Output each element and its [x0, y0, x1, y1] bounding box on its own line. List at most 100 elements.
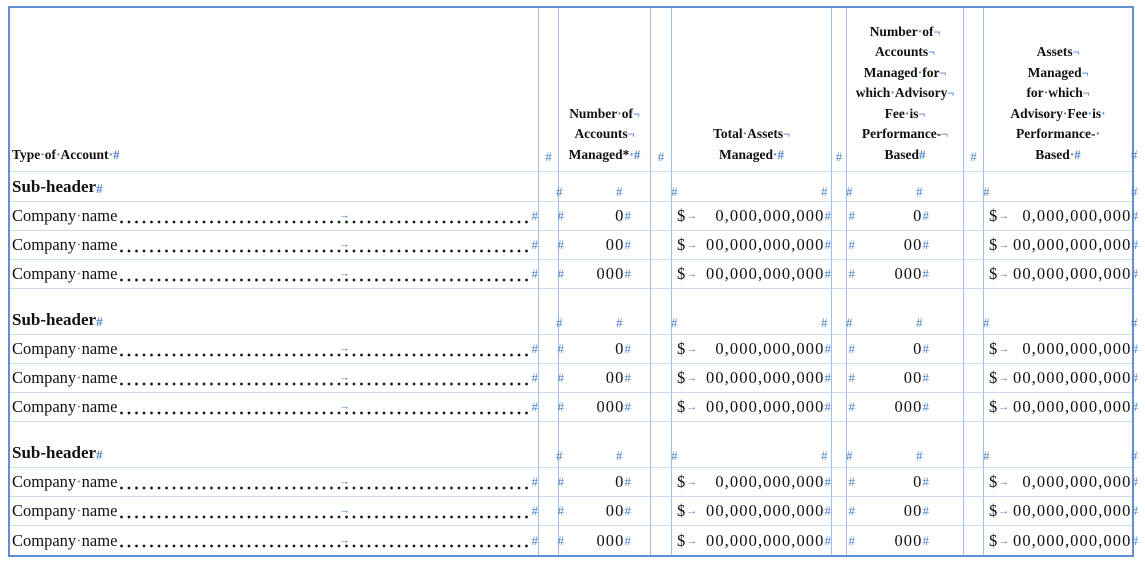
- company-name-cell[interactable]: Company·name # →: [10, 231, 539, 260]
- cell-marker: #: [824, 266, 832, 281]
- accounts-managed-cell[interactable]: 0 #: [559, 335, 651, 364]
- total-assets-cell[interactable]: $ → 00,000,000,000 #: [672, 393, 832, 422]
- perf-accounts-value: 00: [903, 235, 923, 254]
- accounts-managed-cell[interactable]: 0 #: [559, 202, 651, 231]
- total-assets-cell[interactable]: $ → 0,000,000,000 #: [672, 335, 832, 364]
- cell-marker: #: [1131, 208, 1139, 223]
- company-name-cell[interactable]: Company·name # →: [10, 260, 539, 289]
- total-assets-cell[interactable]: $ → 00,000,000,000 #: [672, 231, 832, 260]
- perf-accounts-cell[interactable]: 000 #: [847, 260, 964, 289]
- subheader-perf-assets-cell[interactable]: [984, 289, 1132, 335]
- header-accounts-performance-based[interactable]: Number·of¬ Accounts¬ Managed·for¬ which·…: [847, 8, 964, 172]
- accounts-managed-cell[interactable]: 000 #: [559, 526, 651, 555]
- company-name-cell[interactable]: Company·name # →: [10, 364, 539, 393]
- space-mark: ·: [904, 105, 910, 121]
- perf-accounts-cell[interactable]: 000 #: [847, 393, 964, 422]
- tab-mark-icon: →: [339, 342, 350, 355]
- perf-accounts-cell[interactable]: 00 #: [847, 231, 964, 260]
- perf-accounts-cell[interactable]: 00 #: [847, 497, 964, 526]
- perf-assets-cell[interactable]: $ → 00,000,000,000 #: [984, 393, 1138, 422]
- header-label: Total·Assets: [713, 126, 784, 141]
- accounts-managed-cell[interactable]: 00 #: [559, 364, 651, 393]
- dot-leader: [118, 364, 531, 392]
- perf-accounts-cell[interactable]: 0 #: [847, 202, 964, 231]
- tab-mark-icon: →: [998, 534, 1010, 547]
- spacer-cell: [539, 422, 559, 468]
- cell-marker: #: [531, 237, 539, 252]
- total-assets-cell[interactable]: $ → 00,000,000,000 #: [672, 526, 832, 555]
- currency-symbol: $: [677, 264, 686, 283]
- perf-assets-cell[interactable]: $ → 00,000,000,000 #: [984, 497, 1138, 526]
- line-break-mark: ¬: [918, 106, 926, 121]
- cell-marker: #: [821, 448, 828, 463]
- perf-accounts-cell[interactable]: 000 #: [847, 526, 964, 555]
- perf-assets-value: 0,000,000,000: [1022, 206, 1132, 225]
- perf-assets-cell[interactable]: $ → 00,000,000,000 #: [984, 364, 1138, 393]
- subheader-total-assets-cell[interactable]: [672, 172, 832, 202]
- tab-mark-icon: →: [998, 476, 1010, 488]
- accounts-managed-cell[interactable]: 00 #: [559, 231, 651, 260]
- perf-accounts-cell[interactable]: 0 #: [847, 468, 964, 497]
- cell-marker: #: [835, 149, 843, 164]
- subheader-perf-accounts-cell[interactable]: [847, 289, 964, 335]
- header-label: Performance-: [1016, 126, 1096, 141]
- space-mark: ·: [890, 85, 895, 100]
- company-name-cell[interactable]: Company·name # →: [10, 468, 539, 497]
- perf-assets-cell[interactable]: $ → 00,000,000,000 #: [984, 526, 1138, 555]
- accounts-managed-cell[interactable]: 000 #: [559, 393, 651, 422]
- accounts-managed-cell[interactable]: 000 #: [559, 260, 651, 289]
- subheader-accounts-cell[interactable]: [559, 422, 651, 468]
- perf-assets-cell[interactable]: $ → 0,000,000,000 #: [984, 335, 1138, 364]
- perf-assets-cell[interactable]: $ → 0,000,000,000 #: [984, 468, 1138, 497]
- tab-mark-icon: →: [686, 268, 698, 280]
- subheader-accounts-cell[interactable]: [559, 289, 651, 335]
- header-number-of-accounts-managed[interactable]: Number·of¬ Accounts¬ Managed*·#: [559, 8, 651, 172]
- total-assets-value: 0,000,000,000: [715, 339, 825, 358]
- cell-marker: #: [824, 532, 832, 548]
- accounts-managed-cell[interactable]: 00 #: [559, 497, 651, 526]
- header-type-of-account[interactable]: Type·of·Account·#: [10, 8, 539, 172]
- total-assets-cell[interactable]: $ → 00,000,000,000 #: [672, 497, 832, 526]
- perf-assets-cell[interactable]: $ → 00,000,000,000 #: [984, 231, 1138, 260]
- subheader-perf-accounts-cell[interactable]: [847, 172, 964, 202]
- total-assets-cell[interactable]: $ → 0,000,000,000 #: [672, 202, 832, 231]
- cell-marker: #: [616, 184, 623, 199]
- spacer-cell: #: [832, 260, 855, 289]
- subheader-total-assets-cell[interactable]: [672, 289, 832, 335]
- company-name-cell[interactable]: Company·name # →: [10, 497, 539, 526]
- subheader-perf-assets-cell[interactable]: [984, 422, 1132, 468]
- subheader-total-assets-cell[interactable]: [672, 422, 832, 468]
- header-assets-performance-based[interactable]: Assets¬ Managed¬ for·which¬ Advisory·Fee…: [984, 8, 1132, 172]
- total-assets-cell[interactable]: $ → 0,000,000,000 #: [672, 468, 832, 497]
- perf-accounts-value: 000: [894, 530, 923, 550]
- header-total-assets-managed[interactable]: Total·Assets¬ Managed·#: [672, 8, 832, 172]
- subheader-perf-assets-cell[interactable]: [984, 172, 1132, 202]
- accounts-managed-cell[interactable]: 0 #: [559, 468, 651, 497]
- subheader-perf-accounts-cell[interactable]: [847, 422, 964, 468]
- subheader-accounts-cell[interactable]: [559, 172, 651, 202]
- company-name-cell[interactable]: Company·name # →: [10, 202, 539, 231]
- total-assets-cell[interactable]: $ → 00,000,000,000 #: [672, 260, 832, 289]
- currency-symbol: $: [989, 501, 998, 520]
- spacer-cell: [651, 231, 672, 260]
- perf-accounts-cell[interactable]: 00 #: [847, 364, 964, 393]
- subheader-cell[interactable]: Sub-header #: [10, 422, 539, 468]
- perf-assets-cell[interactable]: $ → 0,000,000,000 #: [984, 202, 1138, 231]
- spacer-cell: [964, 393, 984, 422]
- perf-assets-cell[interactable]: $ → 00,000,000,000 #: [984, 260, 1138, 289]
- tab-mark-icon: →: [339, 209, 350, 222]
- subheader-cell[interactable]: Sub-header #: [10, 289, 539, 335]
- tab-mark-icon: →: [339, 371, 350, 384]
- company-name-cell[interactable]: Company·name # →: [10, 335, 539, 364]
- total-assets-cell[interactable]: $ → 00,000,000,000 #: [672, 364, 832, 393]
- perf-accounts-cell[interactable]: 0 #: [847, 335, 964, 364]
- spacer-cell: #: [539, 260, 564, 289]
- perf-accounts-value: 0: [913, 206, 923, 225]
- company-name-cell[interactable]: Company·name # →: [10, 526, 539, 555]
- dot-leader: [118, 468, 531, 496]
- subheader-cell[interactable]: Sub-header #: [10, 172, 539, 202]
- space-mark: ·: [1095, 126, 1100, 141]
- company-name-cell[interactable]: Company·name # →: [10, 393, 539, 422]
- spacer-cell: #: [539, 335, 564, 364]
